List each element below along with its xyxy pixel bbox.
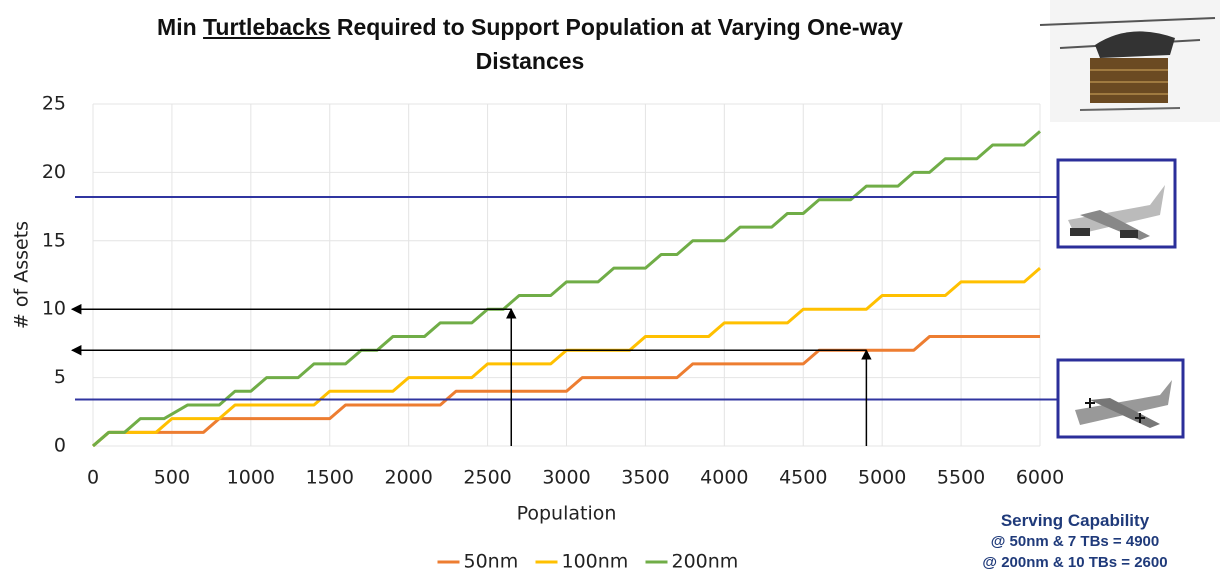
x-tick-label: 2500	[463, 467, 511, 489]
y-axis-label: # of Assets	[11, 221, 33, 329]
grid	[93, 104, 1040, 446]
legend-label: 200nm	[672, 551, 739, 573]
y-tick-label: 0	[54, 435, 66, 457]
chart: 0 5 10 15 20 25 0 500 1000 1500 2000 2500 3000 3500 40…	[0, 0, 1225, 586]
x-tick-label: 1000	[227, 467, 275, 489]
y-tick-label: 10	[42, 298, 66, 320]
x-tick-label: 0	[87, 467, 99, 489]
x-tick-label: 3000	[542, 467, 590, 489]
x-tick-label: 2000	[384, 467, 432, 489]
helicopter-image	[1040, 0, 1220, 122]
x-tick-label: 6000	[1016, 467, 1064, 489]
legend-label: 50nm	[464, 551, 519, 573]
y-tick-label: 20	[42, 161, 66, 183]
x-tick-label: 5500	[937, 467, 985, 489]
x-tick-label: 5000	[858, 467, 906, 489]
marks	[72, 131, 1058, 446]
aircraft-image	[1058, 160, 1175, 247]
x-tick-label: 3500	[621, 467, 669, 489]
y-tick-label: 15	[42, 229, 66, 251]
y-tick-label: 5	[54, 366, 66, 388]
x-axis-label: Population	[517, 503, 617, 525]
page: {"chart_data": { "type": "line", "title_…	[0, 0, 1225, 586]
x-tick-label: 4500	[779, 467, 827, 489]
y-tick-label: 25	[42, 93, 66, 115]
x-tick-label: 4000	[700, 467, 748, 489]
legend-label: 100nm	[562, 551, 629, 573]
aircraft-image	[1058, 360, 1183, 437]
x-tick-label: 500	[154, 467, 190, 489]
x-tick-label: 1500	[306, 467, 354, 489]
